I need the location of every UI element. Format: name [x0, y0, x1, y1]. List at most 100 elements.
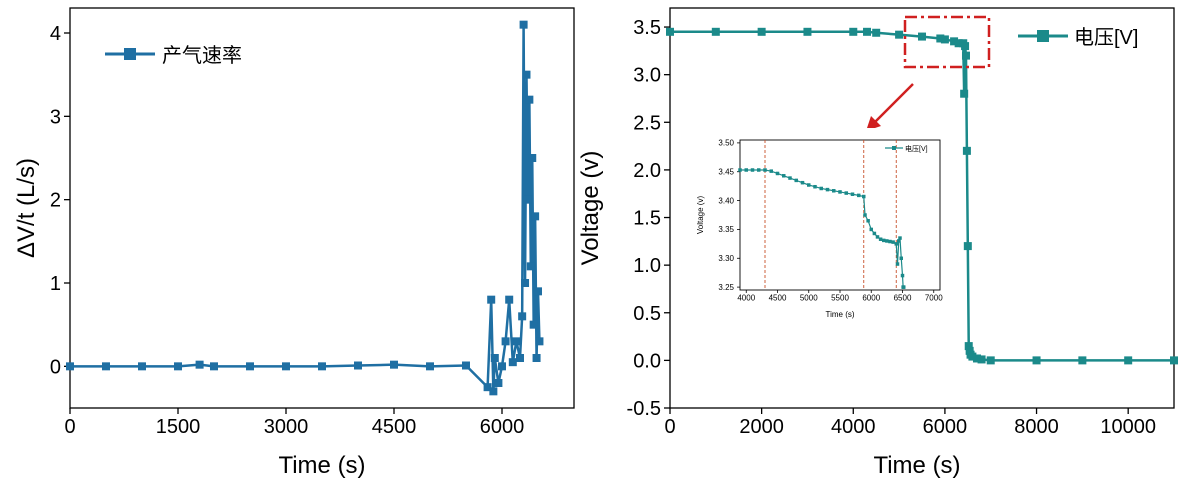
data-point [666, 27, 674, 36]
data-point [516, 354, 524, 362]
data-point [863, 27, 872, 36]
y-tick-label: -0.5 [627, 398, 661, 420]
data-point [897, 239, 901, 243]
data-point [318, 362, 326, 371]
inset-x-ticks: 4000 4500 5000 5500 6000 6500 7000 [737, 290, 943, 303]
data-point [757, 168, 761, 172]
data-point [849, 27, 858, 36]
y-tick-label: 1.0 [633, 255, 661, 277]
right-x-axis-label: Time (s) [873, 452, 960, 479]
x-tick-label: 4000 [737, 294, 755, 303]
y-tick-label: 3.5 [633, 17, 661, 39]
data-point [960, 89, 969, 98]
data-point [535, 337, 544, 346]
data-point [498, 362, 506, 371]
data-point [885, 239, 889, 243]
right-series [666, 27, 1178, 365]
y-tick-label: 3.50 [718, 139, 734, 148]
data-point [487, 295, 496, 304]
data-point [763, 168, 767, 172]
zoom-arrow-shaft [872, 83, 914, 125]
data-point [528, 154, 537, 162]
data-point [1032, 356, 1041, 365]
data-point [521, 279, 530, 287]
data-point [803, 27, 812, 36]
data-point [523, 195, 532, 204]
y-tick-label: 0.5 [633, 303, 661, 325]
inset-y-axis-label: Voltage (v) [696, 196, 705, 235]
left-x-ticks: 0 1500 3000 4500 6000 [64, 408, 524, 438]
left-chart: 0 1500 3000 4500 6000 0 1 2 3 4 Time (s) ΔV/t (L… [13, 7, 575, 479]
inset-series [738, 168, 906, 289]
y-tick-label: 0.0 [633, 350, 661, 372]
data-point [807, 183, 811, 187]
data-point [462, 361, 470, 370]
inset-background [690, 128, 952, 318]
data-point [962, 146, 971, 155]
right-x-ticks: 0 2000 4000 6000 8000 10000 [664, 408, 1156, 438]
data-point [882, 238, 886, 243]
data-point [426, 362, 434, 371]
left-plot-frame [69, 7, 575, 409]
y-tick-label: 0 [50, 356, 61, 378]
zoom-region-box [903, 15, 991, 69]
data-point [918, 32, 926, 41]
left-y-ticks: 0 1 2 3 4 [50, 23, 70, 378]
left-y-axis-label: ΔV/t (L/s) [13, 158, 40, 258]
data-point [850, 192, 855, 196]
x-tick-label: 0 [64, 416, 75, 438]
left-series [66, 20, 544, 396]
data-point [857, 193, 861, 198]
right-legend-label: 电压[V] [1074, 26, 1138, 49]
data-point [888, 239, 892, 244]
data-point [750, 168, 755, 172]
data-point [986, 356, 995, 365]
right-chart: 0 2000 4000 6000 8000 10000 -0.5 0.0 0.5 1.0 1.5 2… [577, 7, 1178, 479]
zoom-arrow-head [866, 116, 881, 131]
data-point [738, 168, 742, 172]
data-point [968, 352, 977, 361]
data-point [895, 30, 904, 39]
right-y-ticks: -0.5 0.0 0.5 1.0 1.5 2.0 2.5 3.0 3.5 [627, 17, 670, 420]
data-point [872, 231, 877, 236]
data-point [489, 387, 498, 396]
inset-legend-swatch-marker [892, 146, 896, 150]
right-plot-frame [669, 7, 1175, 409]
inset-legend-label: 电压[V] [905, 144, 928, 153]
data-point [505, 295, 514, 304]
data-point [483, 383, 492, 392]
data-point [895, 262, 900, 266]
data-point [519, 20, 528, 29]
data-point [246, 362, 254, 371]
right-y-axis-label: Voltage (v) [577, 151, 604, 266]
data-point [825, 187, 830, 192]
data-point [875, 235, 880, 239]
data-point [195, 360, 204, 369]
inset-chart: 4000 4500 5000 5500 6000 6500 7000 3.25 3.30 3.3… [690, 128, 952, 319]
right-legend-swatch-marker [1037, 30, 1049, 42]
x-tick-label: 6000 [923, 416, 968, 438]
y-tick-label: 3.35 [718, 225, 734, 234]
y-tick-label: 3 [50, 106, 61, 128]
data-point [813, 184, 817, 189]
data-point [794, 178, 798, 183]
data-point [862, 194, 866, 199]
data-point [532, 354, 541, 362]
data-point [744, 168, 748, 172]
data-point [775, 171, 780, 176]
x-tick-label: 4000 [831, 416, 876, 438]
data-point [282, 362, 290, 371]
data-point [508, 358, 517, 367]
data-point [1124, 356, 1133, 365]
inset-legend: 电压[V] [885, 144, 928, 153]
x-tick-label: 4500 [769, 294, 787, 303]
y-tick-label: 3.45 [718, 168, 734, 177]
data-point [518, 312, 527, 321]
data-point [494, 379, 503, 387]
data-point [390, 360, 398, 369]
data-point [512, 337, 521, 346]
data-point [863, 213, 867, 217]
data-point [501, 337, 510, 346]
data-point [711, 27, 720, 36]
